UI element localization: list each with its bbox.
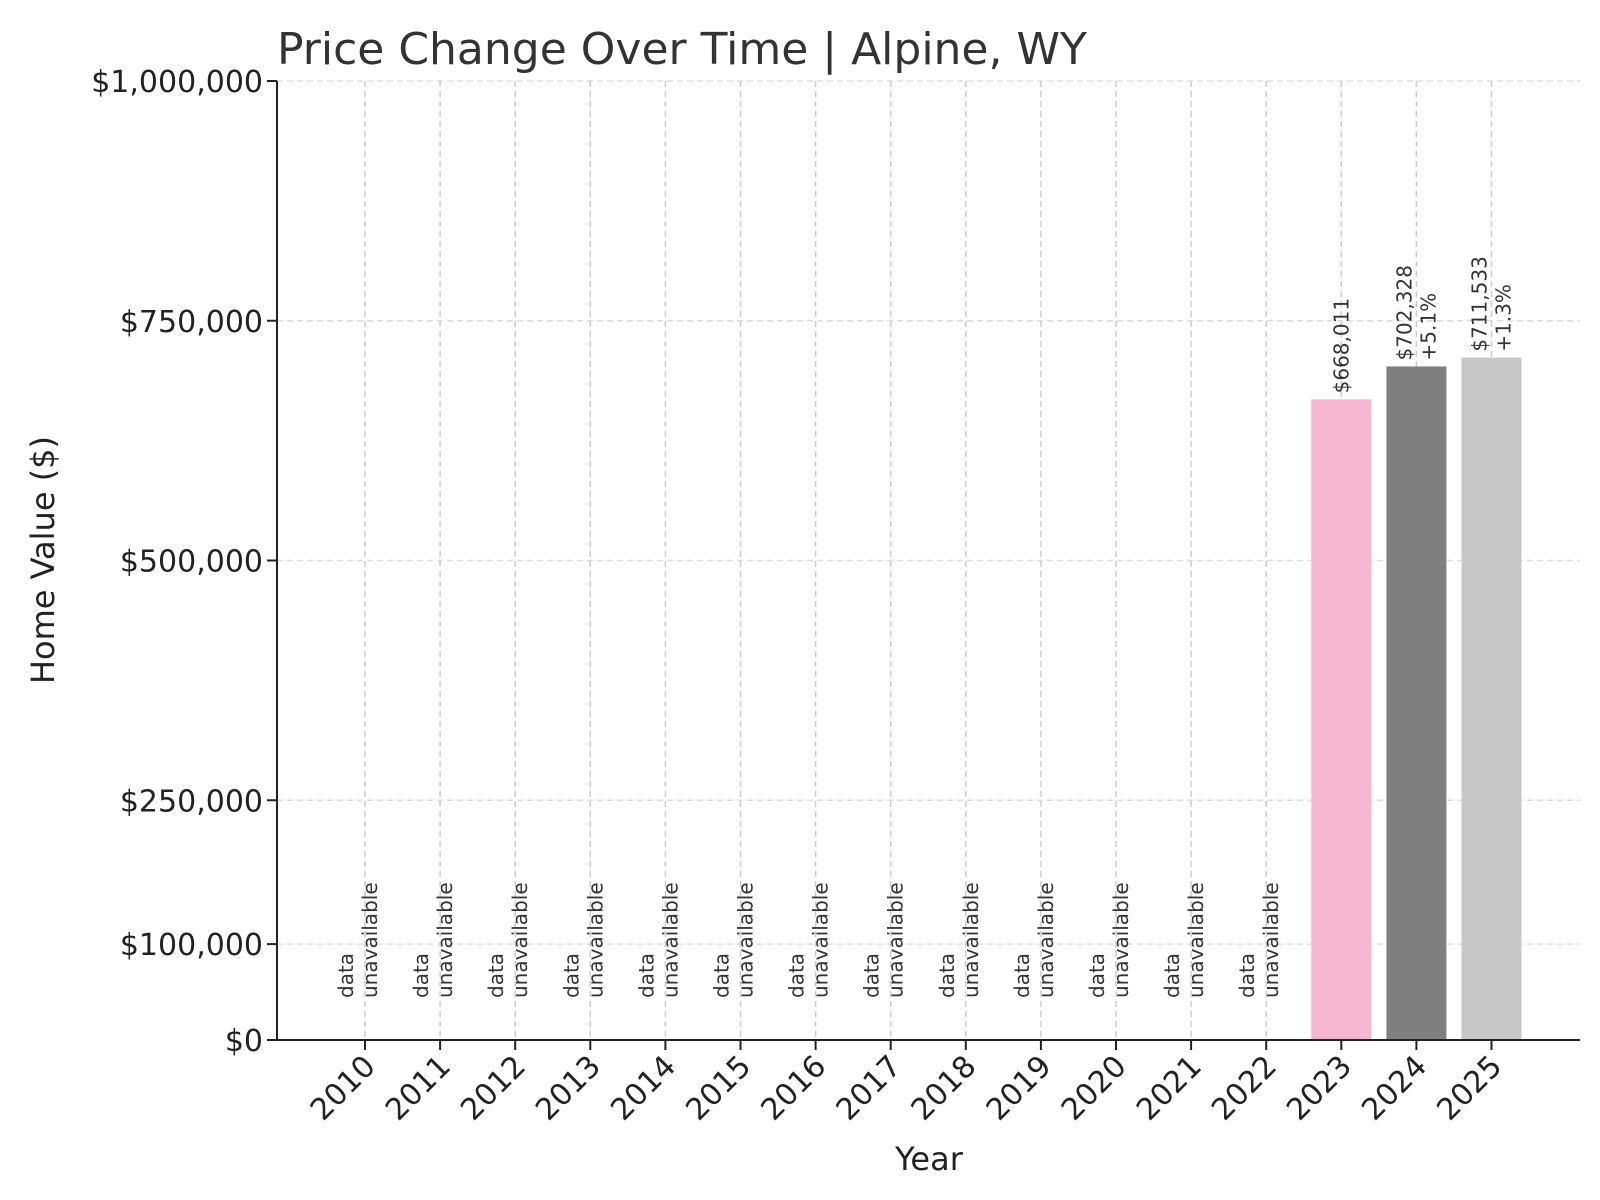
unavailable-text: unavailable: [583, 882, 607, 998]
x-tick-label: 2022: [1205, 1049, 1284, 1128]
unavailable-label: data unavailable: [785, 882, 833, 998]
unavailable-text: unavailable: [959, 882, 983, 998]
value-label-2024: $702,328 +5.1%: [1392, 265, 1440, 360]
y-tick-label: $0: [225, 1024, 263, 1059]
unavailable-text: unavailable: [1259, 882, 1283, 998]
unavailable-label: data unavailable: [559, 882, 607, 998]
bar-2023: [1311, 399, 1372, 1040]
y-tick-label: $750,000: [120, 305, 263, 340]
unavailable-text: unavailable: [433, 882, 457, 998]
x-tick-label: 2011: [379, 1049, 458, 1128]
unavailable-label: data unavailable: [1085, 882, 1133, 998]
x-tick-label: 2020: [1055, 1049, 1134, 1128]
bar-2025: [1461, 357, 1522, 1040]
unavailable-label: data unavailable: [935, 882, 983, 998]
unavailable-label: data unavailable: [484, 882, 532, 998]
unavailable-label: data unavailable: [1160, 882, 1208, 998]
unavailable-text: data: [935, 953, 959, 998]
y-tick-label: $500,000: [120, 545, 263, 580]
y-tick-label: $100,000: [120, 928, 263, 963]
unavailable-text: unavailable: [809, 882, 833, 998]
unavailable-label: data unavailable: [860, 882, 908, 998]
unavailable-text: data: [1160, 953, 1184, 998]
bar-value-label: $702,328: [1392, 265, 1416, 360]
unavailable-text: data: [785, 953, 809, 998]
x-tick-label: 2021: [1130, 1049, 1209, 1128]
unavailable-text: data: [1010, 953, 1034, 998]
unavailable-text: unavailable: [734, 882, 758, 998]
y-ticks: $0 $100,000 $250,000 $500,000 $750,000 $1,000…: [91, 65, 277, 1059]
unavailable-text: unavailable: [508, 882, 532, 998]
x-tick-label: 2024: [1355, 1049, 1434, 1128]
x-tick-label: 2014: [604, 1049, 683, 1128]
x-tick-label: 2018: [905, 1049, 984, 1128]
x-tick-label: 2015: [679, 1049, 758, 1128]
grid-lines: [277, 80, 1580, 1040]
unavailable-text: data: [409, 953, 433, 998]
x-tick-label: 2013: [529, 1049, 608, 1128]
y-tick-label: $1,000,000: [91, 65, 263, 100]
unavailable-label: data unavailable: [1235, 882, 1283, 998]
bar-change-label: +1.3%: [1492, 284, 1516, 352]
x-tick-label: 2010: [304, 1049, 383, 1128]
y-tick-label: $250,000: [120, 784, 263, 819]
x-tick-label: 2012: [454, 1049, 533, 1128]
bar-labels: data unavailable data unavailable data unavai…: [334, 256, 1516, 998]
unavailable-text: unavailable: [358, 882, 382, 998]
unavailable-label: data unavailable: [334, 882, 382, 998]
unavailable-label: data unavailable: [409, 882, 457, 998]
bar-2024: [1386, 366, 1447, 1041]
unavailable-text: unavailable: [1109, 882, 1133, 998]
x-tick-label: 2023: [1280, 1049, 1359, 1128]
x-tick-label: 2017: [830, 1049, 909, 1128]
x-tick-label: 2019: [980, 1049, 1059, 1128]
x-tick-label: 2025: [1430, 1049, 1509, 1128]
unavailable-text: data: [634, 953, 658, 998]
bar-value-label: $668,011: [1329, 298, 1353, 393]
unavailable-text: data: [860, 953, 884, 998]
unavailable-label: data unavailable: [634, 882, 682, 998]
unavailable-text: unavailable: [884, 882, 908, 998]
chart-title: Price Change Over Time | Alpine, WY: [277, 24, 1087, 75]
x-axis-label: Year: [894, 1140, 964, 1178]
value-label-2023: $668,011: [1329, 298, 1353, 393]
unavailable-text: data: [559, 953, 583, 998]
unavailable-label: data unavailable: [710, 882, 758, 998]
unavailable-text: data: [1235, 953, 1259, 998]
bars: [1311, 357, 1522, 1041]
unavailable-text: data: [484, 953, 508, 998]
bar-change-label: +5.1%: [1416, 293, 1440, 361]
unavailable-text: data: [1085, 953, 1109, 998]
x-tick-label: 2016: [755, 1049, 834, 1128]
unavailable-label: data unavailable: [1010, 882, 1058, 998]
x-ticks: 2010201120122013201420152016201720182019…: [304, 1040, 1509, 1128]
unavailable-text: unavailable: [1184, 882, 1208, 998]
unavailable-text: unavailable: [658, 882, 682, 998]
unavailable-text: unavailable: [1034, 882, 1058, 998]
unavailable-text: data: [710, 953, 734, 998]
bar-value-label: $711,533: [1468, 256, 1492, 351]
value-label-2025: $711,533 +1.3%: [1468, 256, 1516, 351]
y-axis-label: Home Value ($): [24, 436, 62, 684]
unavailable-text: data: [334, 953, 358, 998]
